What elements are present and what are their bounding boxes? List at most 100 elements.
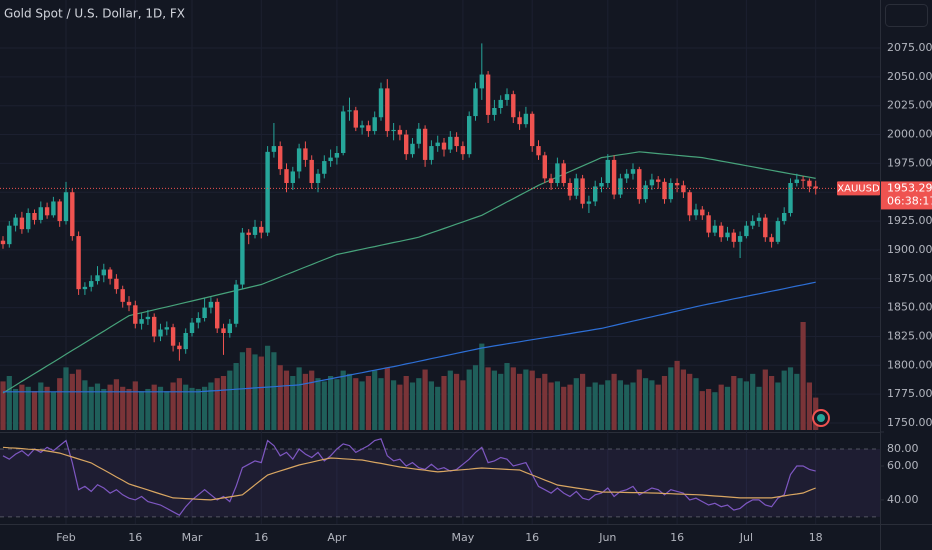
volume-bar [359, 381, 365, 430]
candle-body [290, 171, 295, 183]
volume-bar [535, 378, 542, 430]
candle-body [208, 301, 214, 308]
rsi-line [2, 446, 816, 501]
candle-body [303, 148, 308, 160]
volume-bar [460, 380, 466, 430]
candle-body [618, 178, 623, 195]
candle-body [322, 161, 327, 174]
volume-bar [139, 391, 145, 430]
volume-bar [69, 373, 75, 430]
candle-body [574, 178, 579, 196]
candle-body [580, 178, 585, 204]
volume-bar [113, 379, 119, 430]
volume-bar [655, 384, 661, 430]
candle-body [95, 275, 100, 282]
volume-bar [88, 386, 94, 430]
candle-body [643, 185, 648, 200]
candle-body [139, 319, 144, 324]
x-tick-label: Jul [739, 531, 753, 544]
candle-body [126, 301, 132, 306]
volume-bar [706, 388, 712, 430]
volume-bar [674, 360, 680, 430]
volume-bar [693, 378, 699, 430]
y-tick-label: 1800.00 [887, 358, 932, 371]
volume-bar [724, 386, 731, 430]
settings-button[interactable] [885, 4, 928, 27]
volume-bar [145, 388, 151, 430]
candle-body [517, 117, 522, 125]
volume-bar [277, 365, 283, 430]
candle-body [278, 146, 283, 170]
volume-bar [668, 367, 674, 430]
volume-bar [409, 382, 416, 430]
volume-bar [302, 373, 308, 430]
candle-body [479, 74, 484, 89]
candle-body [13, 217, 18, 226]
candle-body [19, 217, 25, 230]
volume-bar [712, 392, 718, 430]
volume-bar [208, 382, 214, 430]
volume-bar [611, 373, 617, 430]
y-tick-label: 1900.00 [887, 243, 932, 256]
volume-bar [372, 370, 378, 430]
volume-bar [214, 378, 220, 430]
candle-body [315, 173, 321, 183]
candle-body [775, 221, 781, 242]
volume-bar [422, 369, 428, 430]
y-tick-label: 1975.00 [887, 156, 932, 169]
y-tick-label: 40.00 [887, 493, 919, 506]
candle-body [57, 201, 62, 222]
volume-bar [542, 373, 548, 430]
candle-body [467, 116, 472, 155]
volume-bar [346, 373, 353, 430]
volume-bar [472, 365, 479, 430]
candle-body [233, 284, 239, 324]
event-icon-dot [817, 414, 825, 422]
volume-bar [441, 376, 447, 430]
candle-body [687, 192, 692, 216]
candle-body [51, 201, 56, 216]
last-price-label: 1953.29 [887, 181, 932, 194]
x-tick-label: Apr [327, 531, 347, 544]
candle-body [555, 163, 560, 183]
candle-body [668, 183, 673, 200]
volume-bar [132, 381, 138, 430]
x-tick-label: 16 [128, 531, 142, 544]
candle-body [536, 146, 541, 156]
candle-body [548, 178, 554, 183]
candle-body [189, 322, 195, 333]
candle-body [341, 111, 346, 153]
candle-body [353, 110, 358, 128]
candle-body [38, 207, 43, 220]
candle-body [681, 185, 686, 193]
y-tick-label: 80.00 [887, 442, 919, 455]
volume-bar [794, 373, 800, 430]
y-tick-label: 2025.00 [887, 99, 932, 112]
volume-bar [57, 378, 63, 430]
candle-body [599, 183, 604, 187]
volume-bar [283, 370, 290, 430]
candle-body [183, 333, 188, 350]
candle-body [422, 128, 428, 160]
volume-bar [101, 388, 107, 430]
volume-bar [592, 382, 598, 430]
event-icons[interactable] [812, 409, 830, 427]
volume-bar [6, 376, 12, 430]
candle-body [107, 269, 113, 279]
candle-body [656, 179, 661, 182]
volume-bar [806, 382, 812, 430]
candle-body [221, 328, 226, 333]
volume-bar [258, 356, 264, 430]
y-tick-label: 1925.00 [887, 214, 932, 227]
volume-bar [510, 367, 516, 430]
candle-body [605, 159, 610, 183]
candle-body [763, 217, 768, 238]
volume-bar [580, 373, 586, 430]
candle-body [133, 305, 138, 324]
volume-bar [498, 373, 504, 430]
countdown-label: 06:38:17 [887, 194, 932, 207]
symbol-tag [837, 181, 880, 196]
candle-body [309, 159, 314, 183]
candle-body [473, 88, 478, 117]
